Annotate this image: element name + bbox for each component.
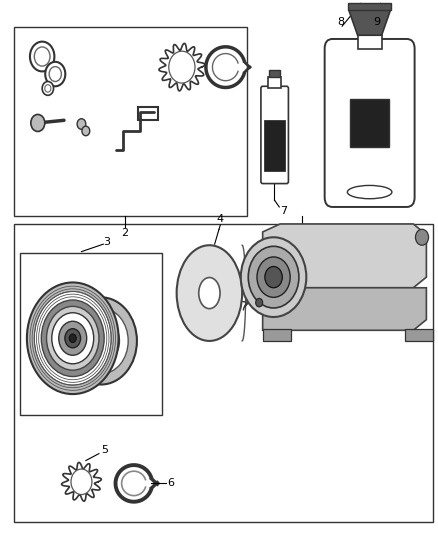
Bar bbox=[405, 329, 433, 341]
Bar bbox=[268, 77, 282, 88]
Circle shape bbox=[34, 47, 50, 66]
Text: m: m bbox=[364, 120, 374, 131]
Text: 6: 6 bbox=[167, 479, 174, 488]
Circle shape bbox=[248, 246, 299, 308]
Bar bbox=[348, 3, 392, 10]
Circle shape bbox=[83, 319, 120, 364]
FancyBboxPatch shape bbox=[325, 39, 415, 207]
Circle shape bbox=[91, 328, 112, 354]
Bar bbox=[265, 119, 285, 171]
Bar bbox=[269, 70, 280, 77]
Circle shape bbox=[42, 82, 53, 95]
Text: 9: 9 bbox=[374, 17, 381, 27]
Bar bbox=[20, 253, 162, 415]
Text: 5: 5 bbox=[101, 446, 108, 455]
Circle shape bbox=[45, 85, 51, 92]
Circle shape bbox=[41, 300, 104, 376]
Text: 7: 7 bbox=[280, 206, 287, 216]
Ellipse shape bbox=[177, 245, 242, 341]
Circle shape bbox=[82, 126, 90, 136]
Polygon shape bbox=[263, 288, 426, 330]
Circle shape bbox=[46, 306, 99, 370]
Circle shape bbox=[96, 335, 106, 348]
Text: 3: 3 bbox=[103, 237, 110, 247]
Ellipse shape bbox=[199, 278, 220, 309]
Circle shape bbox=[169, 51, 195, 83]
Circle shape bbox=[45, 62, 65, 86]
Circle shape bbox=[27, 282, 119, 394]
Circle shape bbox=[256, 298, 263, 307]
Circle shape bbox=[49, 67, 61, 82]
Circle shape bbox=[257, 257, 290, 297]
Text: 4: 4 bbox=[217, 214, 224, 224]
Circle shape bbox=[241, 237, 306, 317]
FancyBboxPatch shape bbox=[261, 86, 288, 183]
Circle shape bbox=[59, 321, 87, 356]
Circle shape bbox=[34, 292, 111, 385]
Circle shape bbox=[52, 313, 94, 364]
Bar bbox=[14, 27, 247, 216]
Circle shape bbox=[77, 119, 86, 130]
Text: 8: 8 bbox=[337, 17, 344, 27]
Circle shape bbox=[265, 266, 283, 288]
Bar bbox=[350, 99, 389, 147]
Bar bbox=[263, 329, 291, 341]
Polygon shape bbox=[349, 10, 391, 35]
Circle shape bbox=[31, 115, 45, 132]
Circle shape bbox=[65, 297, 137, 384]
Circle shape bbox=[416, 229, 428, 245]
Text: 2: 2 bbox=[122, 228, 129, 238]
Text: 1: 1 bbox=[298, 228, 305, 238]
Ellipse shape bbox=[347, 185, 392, 199]
Circle shape bbox=[74, 308, 128, 374]
Circle shape bbox=[30, 42, 54, 71]
Circle shape bbox=[69, 334, 76, 343]
Polygon shape bbox=[263, 224, 426, 288]
Circle shape bbox=[71, 469, 92, 495]
Circle shape bbox=[65, 329, 81, 348]
Bar bbox=[357, 35, 381, 49]
Bar bbox=[14, 224, 433, 522]
